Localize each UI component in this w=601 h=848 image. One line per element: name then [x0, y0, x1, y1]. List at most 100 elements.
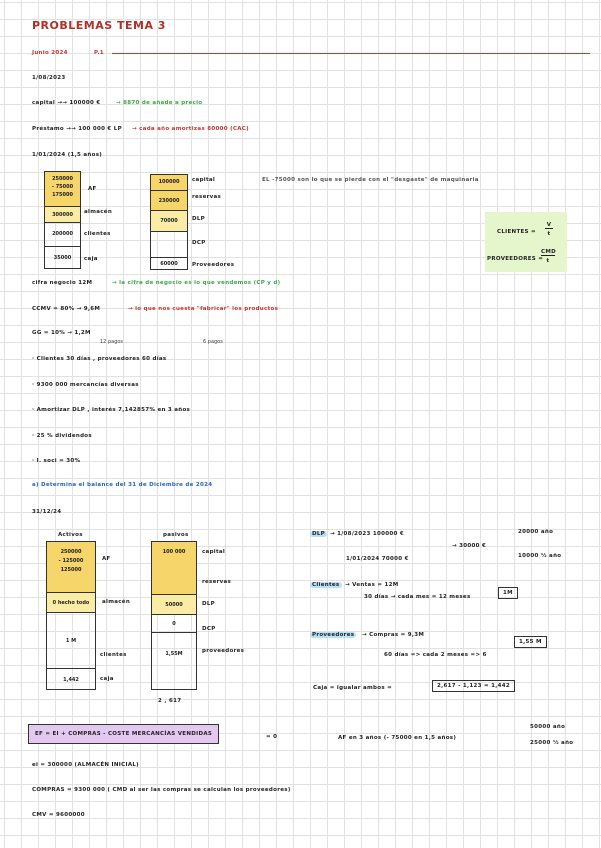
balance1-label-capital: capital — [192, 177, 216, 183]
fact-gg: GG = 10% → 1,2M — [32, 330, 91, 336]
capital-line: capital →→ 100000 € — [32, 100, 101, 106]
bottom-cmv: CMV = 9600000 — [32, 812, 85, 818]
fact-ccmv-note: → lo que nos cuesta "fabricar" los produ… — [128, 306, 279, 312]
calc-af-label: AF en 3 años (- 75000 en 1,5 años) — [338, 735, 457, 741]
calc-prov-1: → Compras = 9,3M — [362, 632, 425, 638]
balance2-liabilities: 100 000 50000 0 1,55M — [151, 541, 197, 690]
fact-cifra: cifra negocio 12M — [32, 280, 93, 286]
balance2-activos-label: Activos — [58, 532, 83, 538]
balance2-assets: 250000 - 125000 125000 0 hecho todo 1 M … — [46, 541, 96, 690]
balance2-af-3: 125000 — [60, 567, 82, 573]
fact-mercancias: · 9300 000 mercancías diversas — [32, 382, 139, 388]
prestamo-note: → cada año amortizas 80000 (CAC) — [132, 126, 249, 132]
balance1-label-af: AF — [88, 186, 97, 192]
calc-caja-eq: 2,617 - 1,123 = 1,442 — [432, 680, 516, 692]
balance2-af-cell: 250000 - 125000 125000 — [47, 542, 95, 592]
balance1-dcp-cell — [151, 231, 187, 258]
fact-pagos12: 12 pagos — [100, 339, 124, 345]
formula-box: CLIENTES = V t PROVEEDORES = CMD t — [485, 212, 567, 272]
ef-equation: EF = EI + COMPRAS - COSTE MERCANCÍAS VEN… — [28, 724, 220, 744]
page-title: PROBLEMAS TEMA 3 — [32, 19, 166, 32]
calc-dlp-2: 1/01/2024 70000 € — [346, 556, 409, 562]
fact-dividendos: · 25 % dividendos — [32, 433, 92, 439]
calc-af-a: 50000 año — [530, 724, 566, 730]
balance1-dlp-cell: 70000 — [151, 210, 187, 232]
balance2-total: 2 , 617 — [158, 698, 182, 704]
calc-dlp-arrow: → 30000 € — [452, 543, 487, 549]
balance2-af-1: 250000 — [60, 549, 82, 555]
calc-af-b: 25000 ½ año — [530, 740, 574, 746]
question-a: a) Determina el balance del 31 de Diciem… — [32, 482, 213, 488]
balance1-label-prov: Proveedores — [192, 262, 235, 268]
balance1-note: EL -75000 son lo que se pierde con el "d… — [262, 177, 479, 183]
balance2-label-almacen: almacén — [102, 599, 131, 605]
calc-dlp-label: DLP — [310, 531, 328, 537]
bottom-compras: COMPRAS = 9300 000 ( CMD al ser las comp… — [32, 787, 291, 793]
fact-clientes: · Clientes 30 días , proveedores 60 días — [32, 356, 167, 362]
balance1-af-cell: 250000 - 75000 175000 — [45, 172, 80, 206]
balance2-pasivos-label: pasivos — [163, 532, 189, 538]
balance2-caja-cell: 1,442 — [47, 668, 95, 691]
balance2-clientes-cell: 1 M — [47, 612, 95, 669]
formula-proveedores: PROVEEDORES = — [487, 256, 544, 262]
balance1-reservas-cell: 230000 — [151, 190, 187, 211]
intro-date1: 1/08/2023 — [32, 75, 66, 81]
balance2-prov-cell: 1,55M — [152, 632, 196, 691]
balance2-dcp-cell: 0 — [152, 614, 196, 633]
calc-dlp-branch-a: 20000 año — [518, 529, 554, 535]
formula-clientes: CLIENTES = — [497, 229, 536, 235]
bottom-ei: ei = 300000 (ALMACÉN INICIAL) — [32, 762, 139, 768]
balance1-clientes-cell: 200000 — [45, 222, 80, 247]
calc-prov-2: 60 días => cada 2 meses => 6 — [384, 652, 487, 658]
calc-clientes-result: 1M — [498, 587, 518, 599]
formula-clientes-den: t — [547, 231, 551, 237]
balance1-liabilities: 100000 230000 70000 60000 — [150, 174, 188, 270]
fact-isoci: · I. soci = 30% — [32, 458, 81, 464]
fact-amortizar: · Amortizar DLP , interés 7,142857% en 3… — [32, 407, 191, 413]
balance1-capital-cell: 100000 — [151, 175, 187, 190]
balance2-label-dlp: DLP — [202, 601, 216, 607]
balance2-dlp-cell: 50000 — [152, 594, 196, 615]
calc-prov-result: 1,55 M — [514, 636, 547, 648]
formula-clientes-num: V — [545, 222, 553, 229]
header-rule — [112, 53, 590, 54]
intro-date2: 1/01/2024 (1,5 años) — [32, 152, 103, 158]
calc-prov-label: Proveedores — [310, 632, 357, 638]
balance2-label-capital: capital — [202, 549, 226, 555]
fact-cifra-note: → la cifra de negocio es lo que vendemos… — [112, 280, 281, 286]
calc-dlp-1: → 1/08/2023 100000 € — [330, 531, 404, 537]
ef-zero: = 0 — [266, 734, 278, 740]
balance1-assets: 250000 - 75000 175000 300000 200000 3500… — [44, 171, 81, 269]
balance2-label-af: AF — [102, 556, 111, 562]
balance2-label-clientes: clientes — [100, 652, 127, 658]
balance2-capital-cell: 100 000 — [152, 542, 196, 594]
balance1-label-clientes: clientes — [84, 231, 111, 237]
balance2-label-dcp: DCP — [202, 626, 216, 632]
fact-pagos6: 6 pagos — [203, 339, 223, 345]
balance2-label-prov: proveedores — [202, 648, 245, 654]
balance1-caja-cell: 35000 — [45, 246, 80, 270]
balance2-almacen-cell: 0 hecho todo — [47, 592, 95, 613]
calc-clientes-2: 30 días → cada mes = 12 meses — [364, 594, 471, 600]
balance2-af-2: - 125000 — [58, 558, 84, 564]
header-date: Junio 2024 — [32, 50, 68, 56]
capital-note: → 8870 de añade a precio — [116, 100, 203, 106]
balance2-label-caja: caja — [100, 676, 114, 682]
header-page: P.1 — [94, 50, 104, 56]
balance1-label-dcp: DCP — [192, 240, 206, 246]
calc-clientes-label: Clientes — [310, 582, 342, 588]
formula-prov-den: t — [546, 258, 550, 264]
balance1-prov-cell: 60000 — [151, 257, 187, 271]
balance1-label-dlp: DLP — [192, 216, 206, 222]
fact-ccmv: CCMV = 80% → 9,6M — [32, 306, 101, 312]
balance1-label-caja: caja — [84, 256, 98, 262]
balance1-label-almacen: almacén — [84, 209, 113, 215]
balance2-date: 31/12/24 — [32, 509, 62, 515]
calc-clientes-1: → Ventas = 12M — [345, 582, 399, 588]
balance1-almacen-cell: 300000 — [45, 206, 80, 223]
prestamo-line: Préstamo →→ 100 000 € LP — [32, 126, 122, 132]
calc-dlp-branch-b: 10000 ½ año — [518, 553, 562, 559]
formula-prov-num: CMD — [541, 249, 556, 256]
balance2-label-reservas: reservas — [202, 579, 232, 585]
balance1-label-reservas: reservas — [192, 194, 222, 200]
